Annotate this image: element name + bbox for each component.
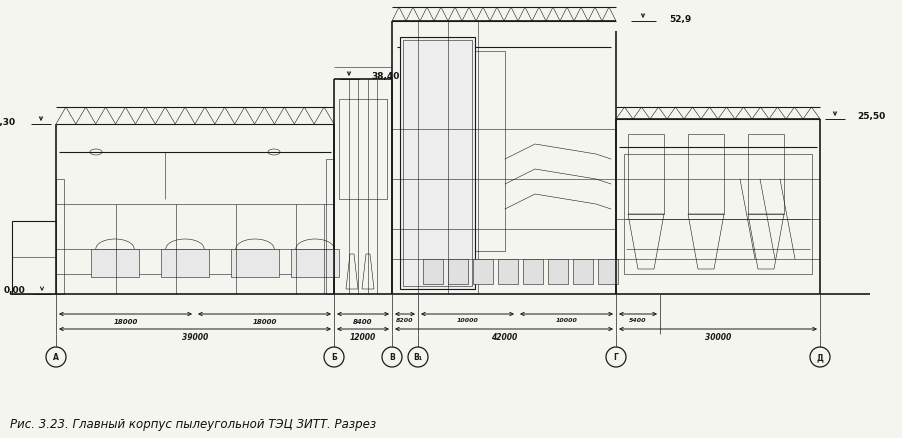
- Text: 12000: 12000: [350, 333, 376, 342]
- Text: 5400: 5400: [630, 318, 647, 323]
- Bar: [688, 135, 724, 215]
- Text: 25,50: 25,50: [857, 112, 885, 121]
- Bar: [598, 259, 618, 284]
- Text: Д: Д: [816, 353, 824, 362]
- Bar: [523, 259, 543, 284]
- Text: 42000: 42000: [491, 333, 517, 342]
- Text: 30,30: 30,30: [0, 117, 15, 126]
- Bar: [573, 259, 593, 284]
- Text: В: В: [389, 353, 395, 362]
- Bar: [161, 249, 209, 277]
- Bar: [473, 259, 493, 284]
- Text: 18000: 18000: [114, 318, 138, 324]
- Bar: [12, 222, 56, 294]
- Bar: [291, 249, 339, 277]
- Bar: [475, 52, 505, 251]
- Text: Б: Б: [331, 353, 336, 362]
- Text: В₁: В₁: [413, 353, 422, 362]
- Bar: [448, 259, 468, 284]
- Bar: [498, 259, 518, 284]
- Text: Г: Г: [613, 353, 619, 362]
- Bar: [56, 180, 64, 294]
- Bar: [231, 249, 279, 277]
- Bar: [403, 41, 472, 286]
- Bar: [423, 259, 443, 284]
- Text: 52,9: 52,9: [669, 14, 691, 24]
- Text: 8200: 8200: [396, 318, 414, 323]
- Bar: [400, 38, 475, 290]
- Bar: [628, 135, 664, 215]
- Text: 10000: 10000: [556, 318, 577, 323]
- Bar: [339, 100, 387, 200]
- Bar: [326, 159, 334, 294]
- Text: Рис. 3.23. Главный корпус пылеугольной ТЭЦ ЗИТТ. Разрез: Рис. 3.23. Главный корпус пылеугольной Т…: [10, 417, 376, 431]
- Text: 10000: 10000: [456, 318, 478, 323]
- Text: 39000: 39000: [182, 333, 208, 342]
- Bar: [624, 155, 812, 274]
- Bar: [548, 259, 568, 284]
- Bar: [748, 135, 784, 215]
- Text: 38,40: 38,40: [371, 72, 400, 81]
- Text: 0,00: 0,00: [4, 286, 25, 295]
- Text: 30000: 30000: [704, 333, 732, 342]
- Text: 8400: 8400: [354, 318, 373, 324]
- Text: 18000: 18000: [253, 318, 277, 324]
- Bar: [91, 249, 139, 277]
- Text: А: А: [53, 353, 59, 362]
